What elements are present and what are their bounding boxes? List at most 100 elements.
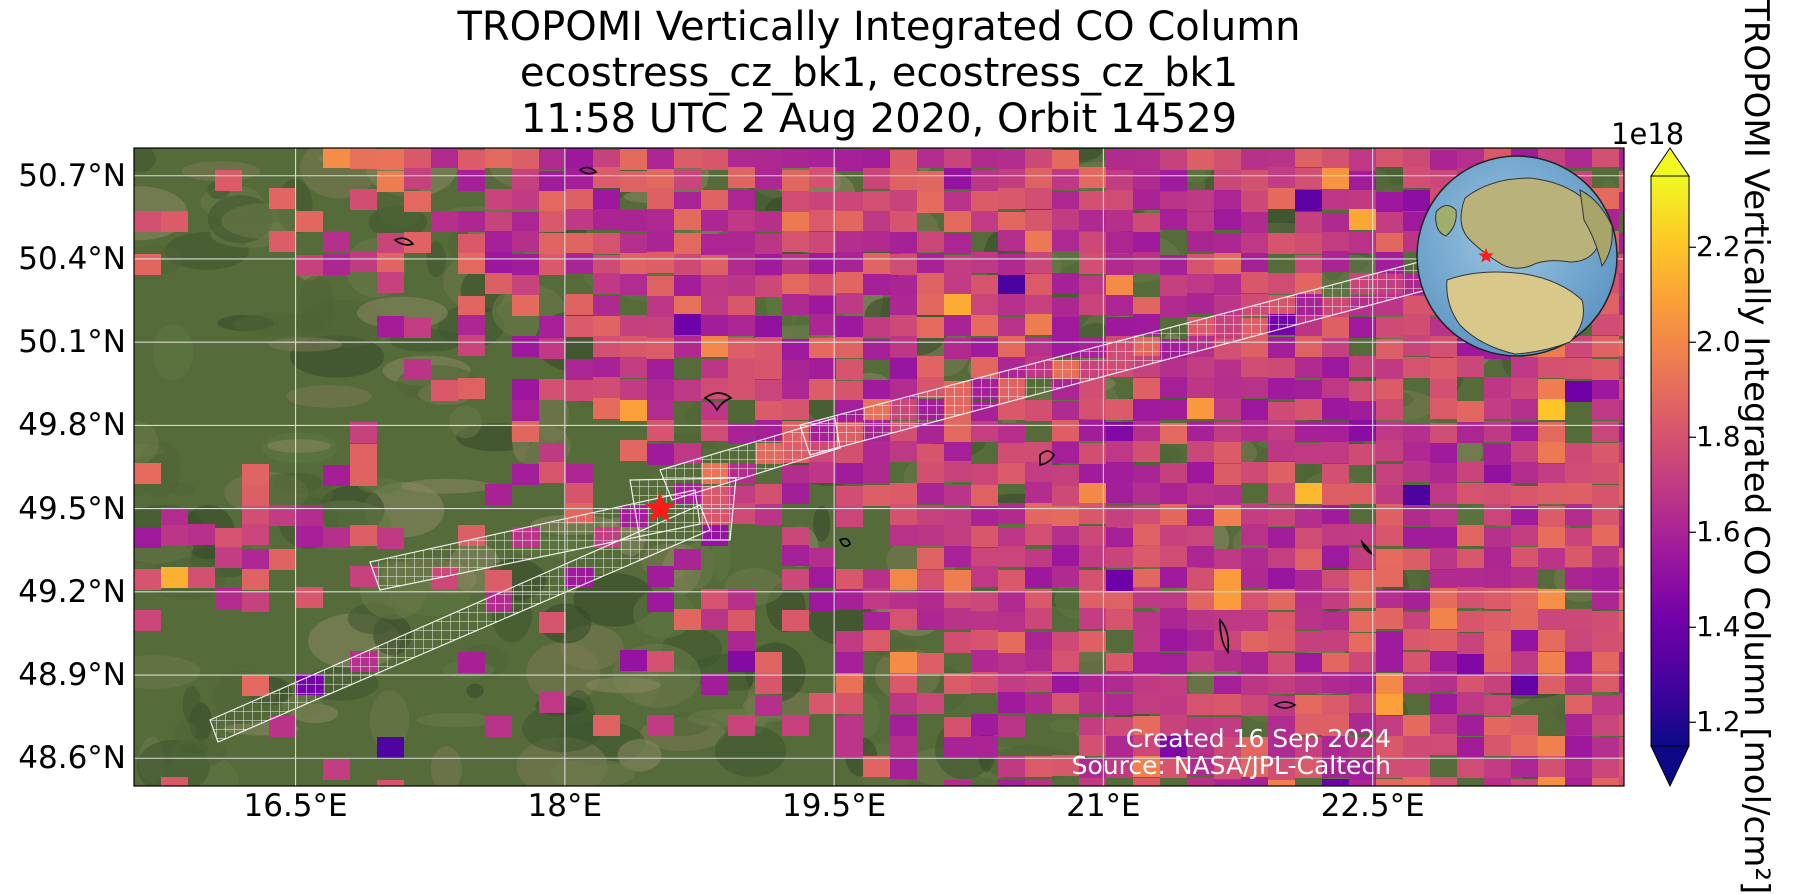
co-pixel [620, 171, 647, 192]
co-pixel [1079, 443, 1106, 464]
co-pixel [1214, 780, 1241, 786]
co-pixel [917, 609, 944, 630]
co-pixel [1133, 673, 1160, 694]
co-pixel [1025, 524, 1052, 545]
co-pixel [1538, 442, 1565, 463]
co-pixel [1025, 314, 1052, 335]
co-pixel [242, 569, 269, 590]
co-pixel [971, 526, 998, 547]
co-pixel [1511, 462, 1538, 483]
co-pixel [890, 254, 917, 275]
co-pixel [1133, 127, 1160, 148]
colorbar-label: TROPOMI Vertically Integrated CO Column … [1736, 0, 1776, 894]
co-pixel [431, 380, 458, 401]
co-pixel [674, 126, 701, 147]
co-pixel [1376, 339, 1403, 360]
co-pixel [1349, 524, 1376, 545]
co-pixel [782, 360, 809, 381]
co-pixel [890, 336, 917, 357]
co-pixel [701, 609, 728, 630]
co-pixel [539, 148, 566, 150]
co-pixel [1241, 272, 1268, 293]
co-pixel [1214, 233, 1241, 254]
globe-asia-edge [1579, 189, 1613, 268]
co-pixel [566, 209, 593, 230]
co-pixel [809, 148, 836, 169]
co-pixel [1565, 609, 1592, 630]
co-pixel [188, 567, 215, 588]
co-pixel [998, 423, 1025, 444]
co-pixel [161, 507, 188, 528]
co-pixel [1295, 506, 1322, 527]
co-pixel [512, 400, 539, 421]
co-pixel [1268, 568, 1295, 589]
co-pixel [1376, 379, 1403, 400]
co-pixel [1214, 650, 1241, 671]
co-pixel [512, 336, 539, 357]
co-pixel [1160, 757, 1187, 778]
co-pixel [1214, 127, 1241, 148]
co-pixel [998, 612, 1025, 633]
co-pixel [1133, 569, 1160, 590]
created-credit: Created 16 Sep 2024 [1125, 724, 1391, 753]
co-pixel [836, 150, 863, 171]
co-pixel [1565, 546, 1592, 567]
globe-europe [1460, 177, 1599, 269]
co-pixel [1079, 398, 1106, 419]
co-pixel [1619, 192, 1624, 213]
co-pixel [1322, 168, 1349, 189]
co-pixel [1268, 358, 1295, 379]
co-pixel [674, 549, 701, 570]
co-pixel [890, 232, 917, 253]
co-pixel [620, 210, 647, 231]
co-pixel [296, 526, 323, 547]
co-pixel [836, 337, 863, 358]
co-pixel [1295, 672, 1322, 693]
co-pixel [1052, 526, 1079, 547]
co-pixel [350, 465, 377, 486]
co-pixel [1349, 444, 1376, 465]
co-pixel [1079, 464, 1106, 485]
co-pixel [1295, 631, 1322, 652]
co-pixel [944, 442, 971, 463]
co-pixel [1079, 758, 1106, 779]
co-pixel [512, 169, 539, 190]
co-pixel [1349, 356, 1376, 377]
co-pixel [377, 253, 404, 274]
co-pixel [593, 377, 620, 398]
co-pixel [863, 168, 890, 189]
terrain-patch [286, 385, 372, 408]
co-pixel [809, 548, 836, 569]
co-pixel [1079, 546, 1106, 567]
co-pixel [728, 338, 755, 359]
co-pixel [269, 231, 296, 252]
co-pixel [1106, 254, 1133, 275]
co-pixel [1403, 715, 1430, 736]
co-pixel [1133, 232, 1160, 253]
co-pixel [566, 253, 593, 274]
co-pixel [1430, 423, 1457, 444]
co-pixel [836, 293, 863, 314]
co-pixel [890, 569, 917, 590]
co-pixel [431, 148, 458, 149]
terrain-patch [549, 759, 635, 786]
co-pixel [1565, 336, 1592, 357]
co-pixel [1241, 610, 1268, 631]
co-pixel [1160, 675, 1187, 696]
co-pixel [998, 591, 1025, 612]
co-pixel [1133, 150, 1160, 171]
co-pixel [1052, 755, 1079, 776]
co-pixel [485, 252, 512, 273]
co-pixel [674, 380, 701, 401]
co-pixel [1403, 527, 1430, 548]
co-pixel [1457, 461, 1484, 482]
co-pixel [1106, 170, 1133, 191]
co-pixel [1322, 546, 1349, 567]
co-pixel [1214, 170, 1241, 191]
co-pixel [1187, 694, 1214, 715]
co-pixel [1079, 692, 1106, 713]
co-pixel [134, 569, 161, 590]
globe-africa [1446, 271, 1584, 355]
co-pixel [674, 443, 701, 464]
co-pixel [1430, 570, 1457, 591]
